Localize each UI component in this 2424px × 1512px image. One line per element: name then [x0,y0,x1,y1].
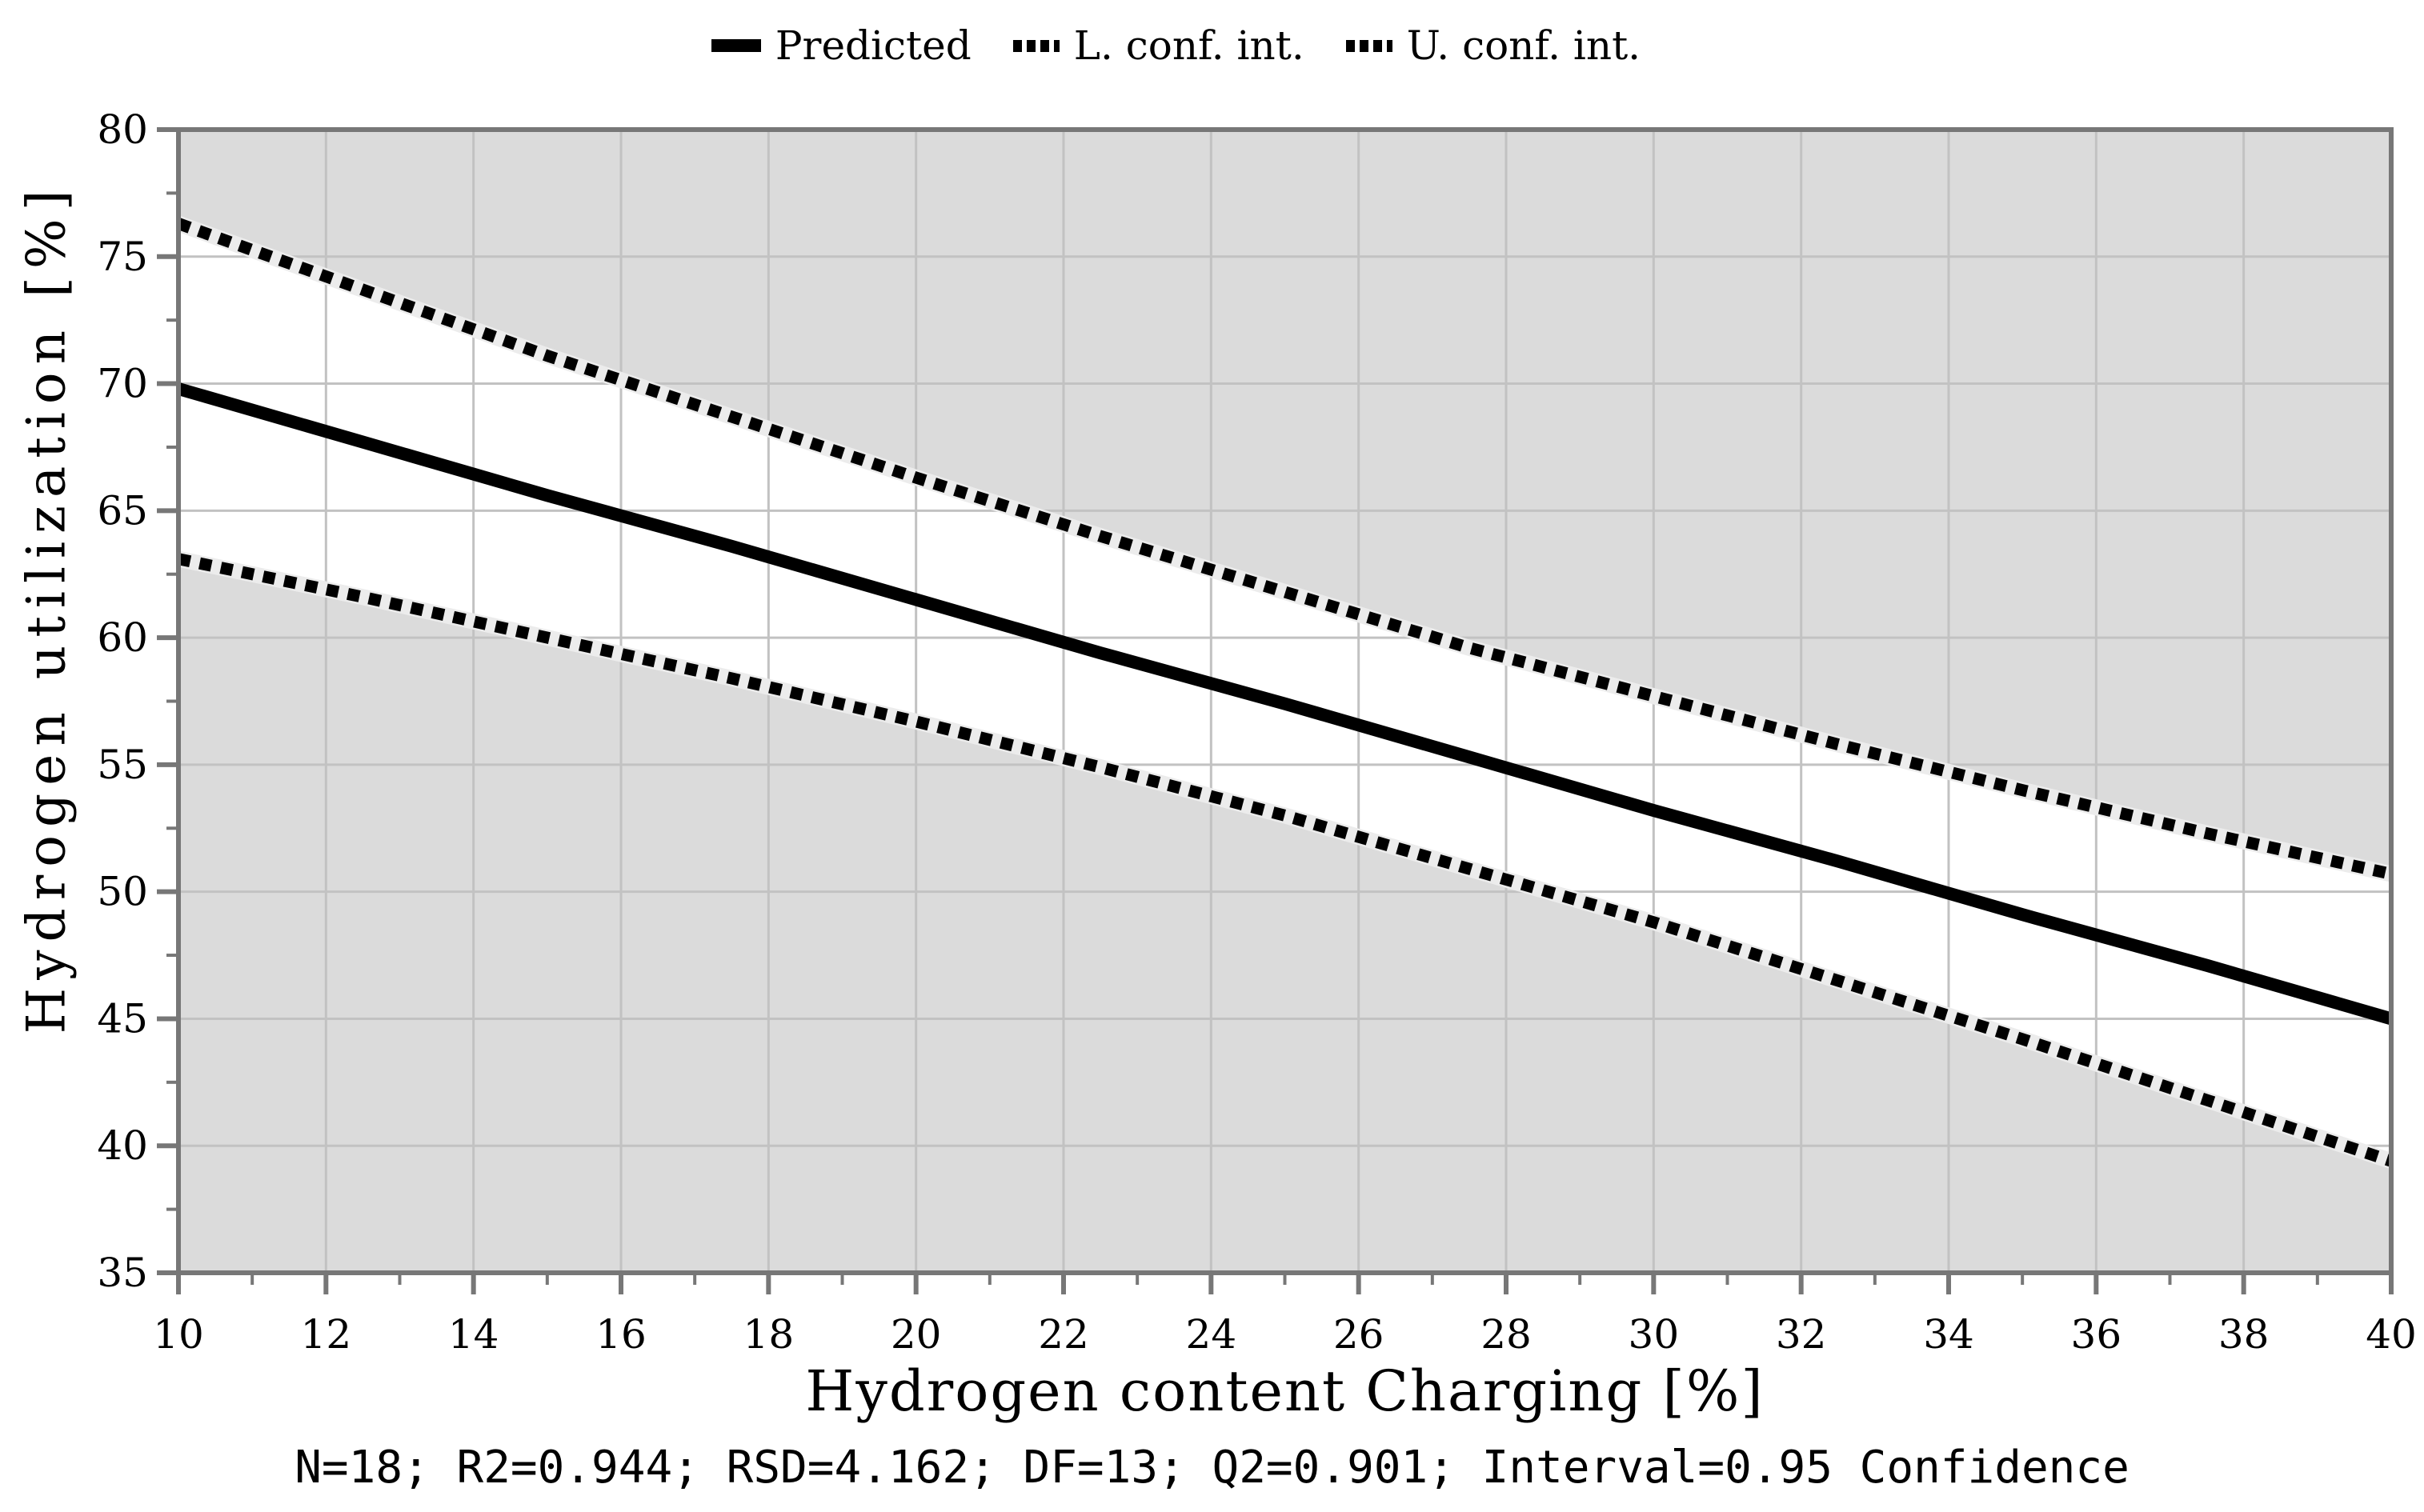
x-tick-label: 36 [2071,1311,2122,1358]
y-tick-label: 75 [97,234,148,280]
y-tick-label: 70 [97,361,148,407]
x-tick-label: 14 [448,1311,499,1358]
x-tick-label: 28 [1480,1311,1532,1358]
x-tick-label: 24 [1186,1311,1237,1358]
x-tick-label: 30 [1629,1311,1680,1358]
legend-item-upper-confidence: U. conf. int. [1345,22,1641,69]
x-tick-label: 26 [1333,1311,1384,1358]
dotted-line-swatch-icon [1345,39,1392,52]
legend-item-lower-confidence: L. conf. int. [1012,22,1304,69]
x-tick-label: 20 [891,1311,942,1358]
x-tick-label: 32 [1776,1311,1827,1358]
x-tick-label: 40 [2366,1311,2417,1358]
y-tick-label: 60 [97,614,148,661]
y-tick-label: 55 [97,742,148,788]
y-tick-label: 65 [97,487,148,534]
y-tick-label: 80 [97,106,148,153]
stats-caption: N=18; R2=0.944; RSD=4.162; DF=13; Q2=0.9… [294,1442,2130,1494]
x-tick-label: 22 [1038,1311,1089,1358]
x-axis-title: Hydrogen content Charging [%] [805,1358,1765,1424]
y-tick-label: 45 [97,995,148,1042]
x-tick-label: 16 [595,1311,647,1358]
x-tick-label: 38 [2218,1311,2270,1358]
predicted-line [176,382,2394,1026]
y-tick-label: 40 [97,1122,148,1169]
legend-item-predicted: Predicted [711,22,972,69]
confidence-band [178,223,2391,1162]
legend-label: U. conf. int. [1406,22,1641,69]
confidence-line [177,553,2394,1167]
confidence-line [176,218,2393,880]
x-tick-label: 18 [743,1311,795,1358]
x-tick-label: 10 [153,1311,204,1358]
x-tick-label: 34 [1923,1311,1974,1358]
legend-label: Predicted [775,22,972,69]
x-tick-label: 12 [301,1311,352,1358]
y-tick-label: 35 [97,1250,148,1296]
legend-label: L. conf. int. [1073,22,1304,69]
dotted-line-swatch-icon [1012,39,1060,52]
legend: Predicted L. conf. int. U. conf. int. [0,22,2388,69]
solid-line-swatch-icon [711,39,761,52]
y-tick-label: 50 [97,869,148,915]
